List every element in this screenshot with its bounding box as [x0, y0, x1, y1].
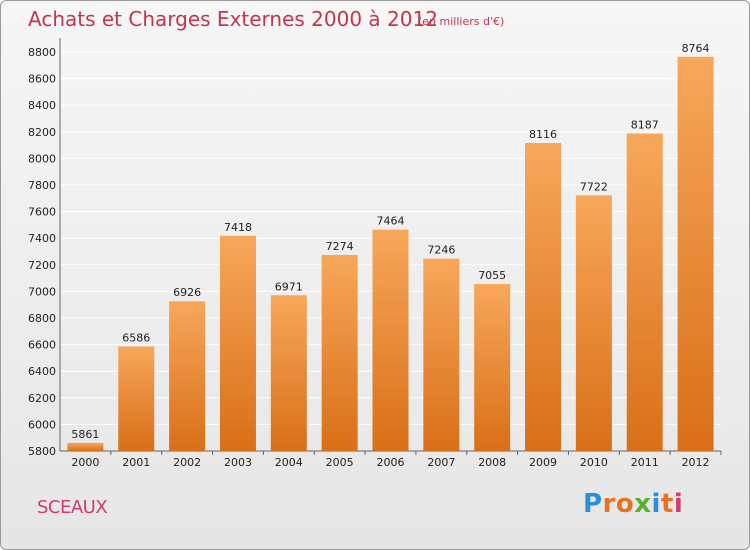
y-tick-label: 7400 [28, 232, 56, 245]
y-tick-label: 8000 [28, 152, 56, 165]
bar-2008 [474, 284, 511, 451]
data-label-2007: 7246 [427, 244, 455, 257]
logo-letter: r [602, 489, 616, 519]
x-tick-label: 2004 [275, 456, 303, 469]
bar-2009 [525, 142, 562, 452]
commune-name: SCEAUX [37, 497, 108, 518]
data-label-2003: 7418 [224, 221, 252, 234]
y-tick-label: 8800 [28, 46, 56, 59]
x-tick-label: 2002 [173, 456, 201, 469]
bar-2007 [423, 258, 460, 451]
x-tick-label: 2003 [224, 456, 252, 469]
proxiti-logo: Proxiti [583, 489, 683, 519]
bar-2010 [575, 195, 612, 451]
y-tick-label: 6000 [28, 418, 56, 431]
x-tick-label: 2009 [529, 456, 557, 469]
x-tick-label: 2008 [478, 456, 506, 469]
y-tick-label: 8600 [28, 73, 56, 86]
data-label-2011: 8187 [631, 119, 659, 132]
data-label-2004: 6971 [275, 280, 303, 293]
bar-2001 [118, 346, 155, 451]
bar-2002 [169, 301, 206, 451]
x-tick-label: 2001 [122, 456, 150, 469]
x-tick-label: 2007 [427, 456, 455, 469]
y-tick-label: 8200 [28, 126, 56, 139]
x-tick-label: 2012 [682, 456, 710, 469]
chart-title: Achats et Charges Externes 2000 à 2012 [28, 7, 438, 31]
bar-2005 [321, 254, 358, 451]
y-tick-label: 7600 [28, 206, 56, 219]
x-tick-label: 2010 [580, 456, 608, 469]
y-tick-label: 6800 [28, 312, 56, 325]
logo-letter: x [634, 489, 652, 519]
bar-2000 [67, 442, 104, 451]
data-label-2001: 6586 [122, 331, 150, 344]
y-tick-label: 6600 [28, 339, 56, 352]
data-label-2002: 6926 [173, 286, 201, 299]
data-label-2012: 8764 [682, 42, 710, 55]
logo-letter: i [651, 489, 661, 519]
bar-2003 [219, 235, 256, 451]
data-label-2009: 8116 [529, 128, 557, 141]
y-tick-label: 8400 [28, 99, 56, 112]
y-tick-label: 7000 [28, 285, 56, 298]
data-label-2000: 5861 [71, 428, 99, 441]
bar-2004 [270, 295, 307, 451]
y-tick-label: 6400 [28, 365, 56, 378]
data-label-2008: 7055 [478, 269, 506, 282]
logo-letter: o [615, 489, 635, 519]
data-label-2006: 7464 [377, 215, 405, 228]
y-tick-label: 7800 [28, 179, 56, 192]
logo-letter: t [660, 489, 674, 519]
data-label-2010: 7722 [580, 180, 608, 193]
bar-2012 [677, 56, 714, 452]
bar-2006 [372, 229, 409, 451]
x-tick-label: 2000 [71, 456, 99, 469]
logo-letter: i [673, 489, 684, 519]
chart-subtitle: (en milliers d'€) [418, 15, 505, 28]
data-label-2005: 7274 [326, 240, 354, 253]
y-tick-label: 7200 [28, 259, 56, 272]
bar-2011 [626, 133, 663, 452]
x-tick-label: 2005 [326, 456, 354, 469]
logo-letter: P [583, 489, 603, 519]
x-tick-label: 2011 [631, 456, 659, 469]
x-tick-label: 2006 [377, 456, 405, 469]
y-tick-label: 5800 [28, 445, 56, 458]
y-tick-label: 6200 [28, 392, 56, 405]
